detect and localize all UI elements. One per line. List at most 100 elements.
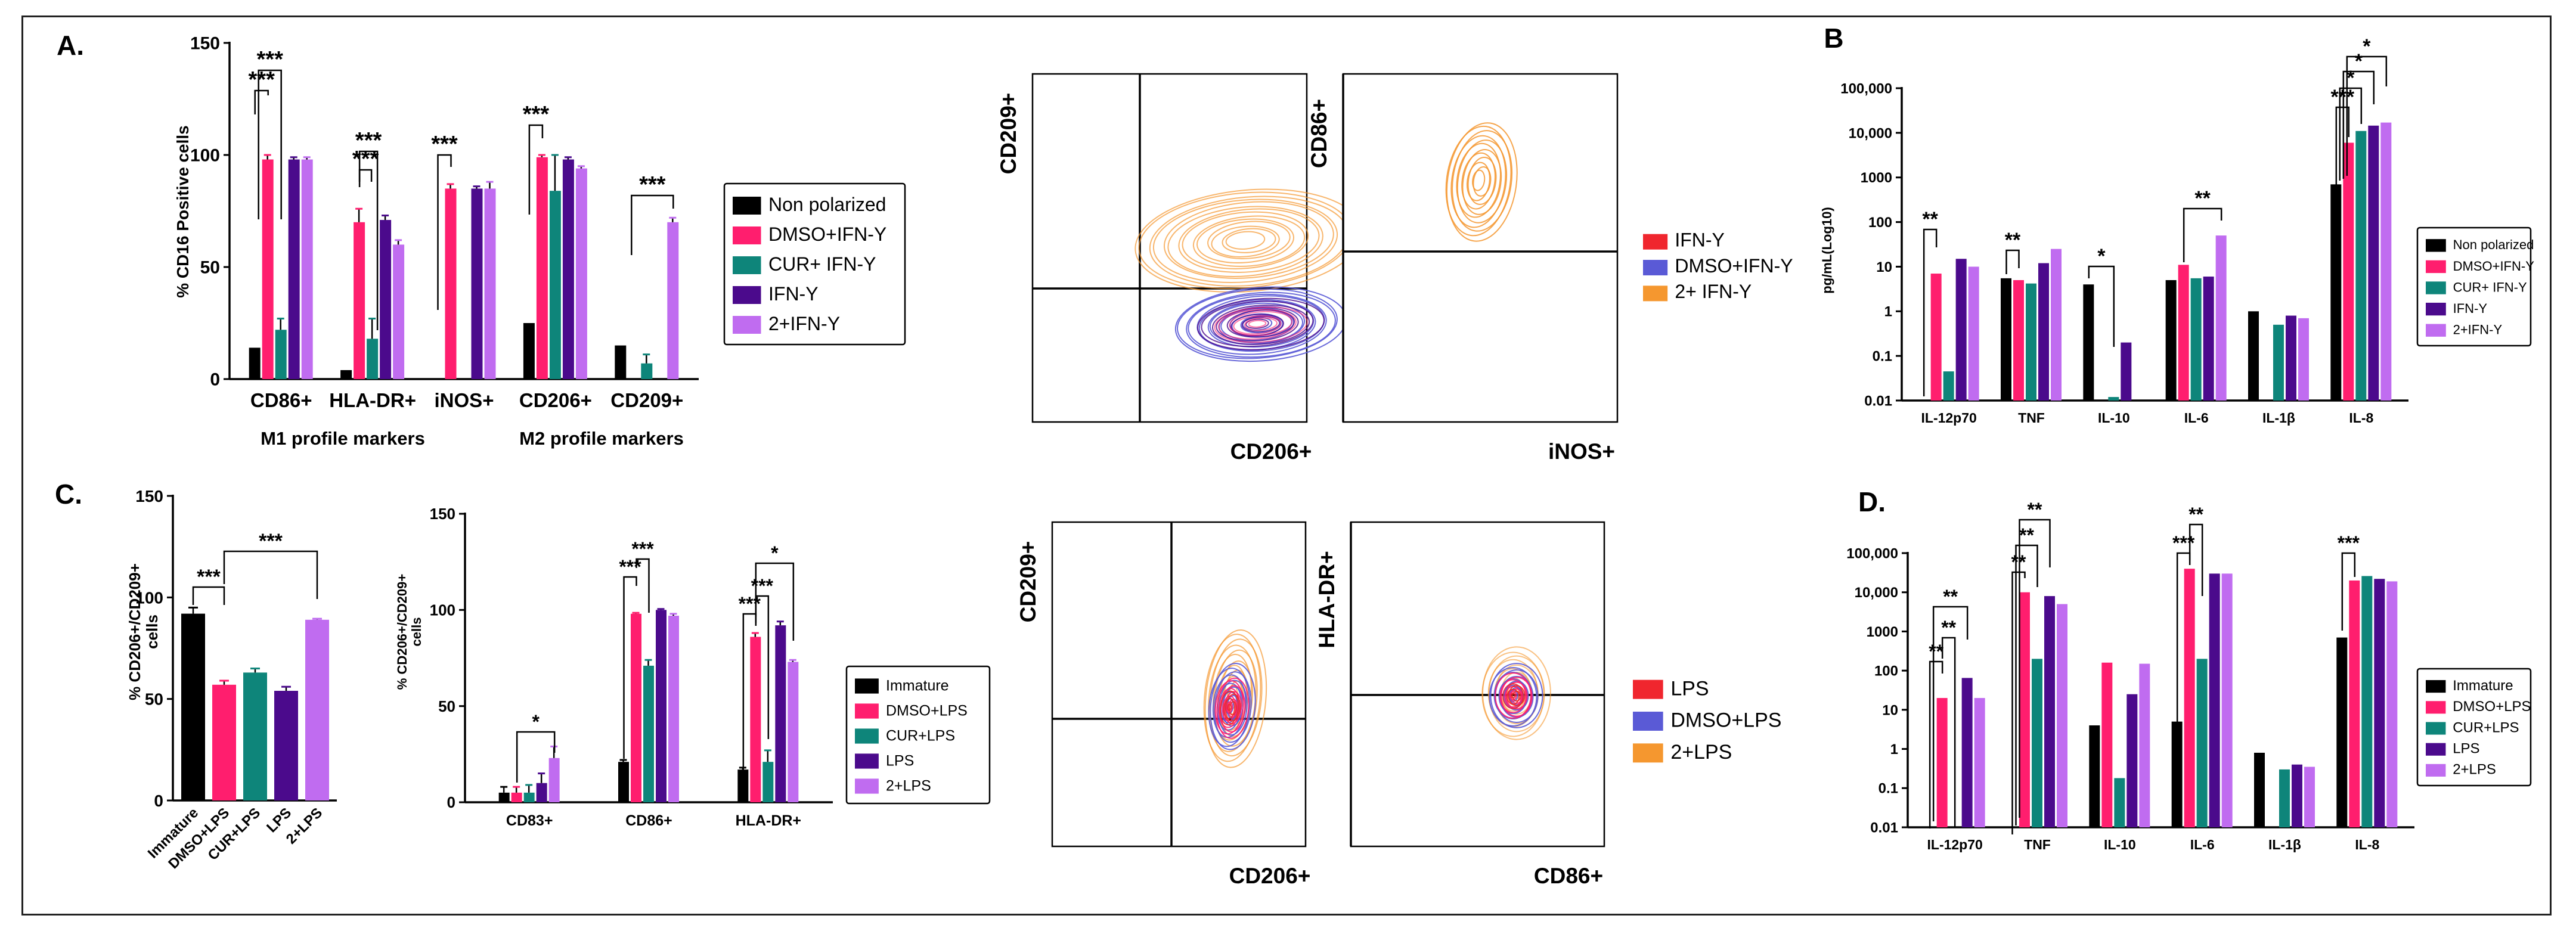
d-sig-9-line (2341, 552, 2356, 631)
d-legend-swatch (2426, 743, 2446, 756)
c-flow-1-frame (1051, 521, 1307, 848)
c-bar1-ytick-label: 0 (154, 792, 163, 810)
a-bar-bar (536, 157, 548, 379)
d-legend-item: CUR+LPS (2453, 719, 2519, 736)
a-flow-1-contour (1244, 317, 1278, 331)
c-bar2-category-label: CD86+ (625, 812, 672, 829)
b-bar-ytick-label: 10,000 (1849, 125, 1892, 141)
c-flow-1-contour (1216, 677, 1250, 739)
b-bar-bar (2038, 263, 2049, 401)
b-bar-bar (2368, 125, 2379, 401)
c-flow-2-xlabel: CD86+ (1534, 864, 1603, 888)
c-bar2-sig-6-line (755, 562, 795, 641)
a-bar-ylabel: % CD16 Positive cells (173, 125, 192, 297)
b-bar-ytick-label: 1000 (1861, 170, 1892, 186)
d-bar-category-label: IL-12p70 (1927, 837, 1983, 852)
b-sig-3-label: * (2097, 245, 2106, 268)
c-flow-2-contour (1489, 667, 1537, 727)
d-bar-bar (2057, 604, 2067, 827)
d-bar-bar (2114, 778, 2125, 827)
c-flow-1-contour (1204, 629, 1267, 768)
d-bar-bar (2019, 592, 2030, 827)
a-legend-swatch (733, 256, 761, 274)
d-sig-6-line (2019, 519, 2051, 818)
c-legend-item: LPS (886, 753, 914, 769)
c-bar1-ylabel: % CD206+/CD209+ (126, 563, 144, 700)
c-bar2-bar (498, 792, 510, 802)
d-bar-bar (2209, 573, 2220, 827)
c-bar1-bar (305, 619, 329, 800)
a-legend-item: Non polarized (768, 194, 886, 215)
c-flow-2-contour (1505, 681, 1528, 710)
a-m2-label: M2 profile markers (519, 428, 684, 449)
d-bar-ytick-label: 0.01 (1870, 820, 1898, 836)
d-legend-item: Immature (2453, 678, 2513, 694)
d-sig-5-label: ** (2019, 525, 2034, 546)
c-bar2-category-label: HLA-DR+ (736, 812, 801, 829)
b-bar-bar (2215, 235, 2227, 401)
c-bar1-bar (181, 613, 205, 800)
a-legend-box (723, 182, 906, 346)
d-legend-item: DMSO+LPS (2453, 699, 2531, 715)
d-bar-bar (2361, 576, 2373, 827)
a-flow-1-contour (1222, 228, 1276, 253)
b-bar-category-label: IL-1β (2262, 410, 2295, 426)
d-bar-bar (2139, 663, 2150, 827)
a-flow-2-contour (1456, 142, 1501, 218)
a-legend-swatch (733, 286, 761, 304)
b-bar-ylabel: pg/mL(Log10) (1819, 207, 1834, 293)
b-sig-8-line (2346, 55, 2388, 176)
b-bar-bar (1930, 274, 1942, 401)
a-flow-2-contour (1445, 125, 1512, 237)
a-bar-category-label: iNOS+ (435, 389, 494, 411)
d-sig-1-line (1929, 660, 1943, 828)
d-bar-bar (2304, 766, 2315, 827)
a-bar-bar (575, 168, 587, 379)
a-sig-2-line (258, 69, 282, 219)
c-bar2-sig-3-line (636, 558, 650, 613)
c-legend-swatch (855, 753, 879, 769)
c-flow-2-contour (1501, 676, 1533, 717)
a-flow-legend-swatch (1643, 285, 1668, 302)
b-bar-ytick-label: 0.1 (1873, 349, 1892, 365)
d-sig-3-label: ** (1941, 617, 1956, 638)
b-legend-item: DMSO+IFN-Y (2453, 259, 2535, 274)
a-flow-2-xlabel: iNOS+ (1548, 439, 1615, 464)
b-legend-swatch (2426, 239, 2446, 252)
c-flow-legend-item: 2+LPS (1670, 741, 1732, 764)
d-bar-ytick-label: 10,000 (1855, 585, 1898, 601)
a-flow-1-contour (1188, 293, 1327, 355)
a-bar-bar (562, 159, 574, 379)
b-bar-bar (2286, 315, 2296, 401)
c-flow-2-contour (1490, 663, 1543, 728)
c-bar2-bar (643, 665, 654, 802)
a-flow-1-contour (1167, 206, 1323, 277)
d-legend-swatch (2426, 722, 2446, 735)
a-bar-bar (288, 159, 300, 379)
a-flow-legend-swatch (1643, 234, 1668, 250)
d-bar-bar (2089, 725, 2100, 827)
b-legend-item: IFN-Y (2453, 301, 2488, 316)
c-bar2-bar (631, 613, 641, 802)
d-sig-6-label: ** (2028, 499, 2042, 520)
d-bar-bar (2336, 637, 2348, 827)
c-bar2-bar (523, 792, 535, 802)
a-flow-2-contour (1446, 122, 1518, 242)
a-sig-6-line (528, 124, 544, 215)
a-flow-1-contour (1182, 211, 1309, 269)
c-flow-legend-swatch (1633, 712, 1663, 731)
a-bar-bar (549, 191, 561, 379)
a-flow-1-contour (1211, 304, 1310, 345)
a-sig-6-label: *** (523, 102, 550, 127)
a-flow-1-contour (1225, 231, 1266, 250)
b-sig-6-line (2339, 87, 2363, 181)
d-bar-ytick-label: 1000 (1867, 624, 1898, 640)
a-legend-item: IFN-Y (768, 283, 819, 305)
c-flow-2-frame (1350, 521, 1605, 848)
b-bar-category-label: IL-6 (2184, 410, 2209, 426)
a-flow-1-contour (1178, 208, 1320, 273)
b-sig-2-line (2005, 249, 2020, 274)
a-flow-2-contour (1452, 130, 1513, 232)
d-bar-bar (2184, 569, 2195, 827)
a-sig-1-label: *** (249, 67, 275, 92)
